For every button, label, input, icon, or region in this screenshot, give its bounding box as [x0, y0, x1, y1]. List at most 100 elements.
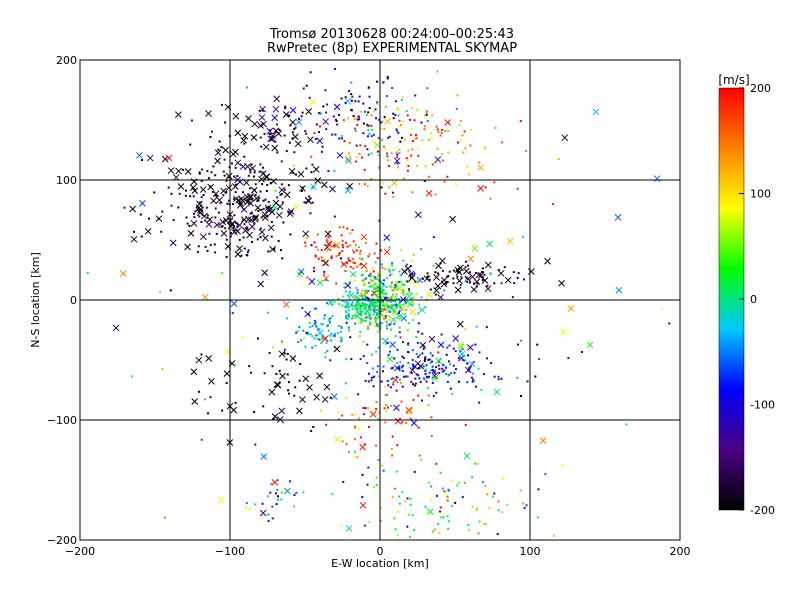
data-point-x	[345, 157, 352, 165]
data-point	[383, 385, 386, 388]
data-point	[284, 105, 287, 108]
data-point	[281, 201, 284, 204]
data-point	[380, 380, 383, 383]
data-point-x	[369, 410, 377, 418]
data-point	[385, 94, 388, 97]
data-point-x	[586, 341, 594, 349]
data-point	[376, 317, 379, 320]
data-point	[297, 341, 300, 344]
data-point	[277, 498, 280, 501]
data-point	[342, 295, 345, 298]
data-point	[411, 349, 414, 352]
data-point-x	[434, 156, 442, 163]
data-point	[253, 410, 256, 413]
data-point	[309, 325, 312, 328]
data-point	[448, 344, 451, 347]
data-point	[385, 320, 388, 323]
data-point	[389, 386, 392, 389]
data-point-x	[431, 372, 439, 379]
data-point	[378, 304, 381, 307]
data-point	[334, 332, 337, 335]
data-point	[526, 380, 529, 383]
data-point	[234, 166, 237, 169]
data-point	[215, 232, 218, 235]
data-point	[475, 325, 478, 328]
data-point	[464, 266, 467, 269]
data-point	[352, 240, 355, 243]
data-point	[364, 307, 367, 310]
data-point-x	[236, 245, 243, 252]
data-point	[461, 134, 464, 137]
data-point	[345, 358, 348, 361]
data-point	[413, 470, 416, 473]
data-point	[252, 175, 255, 178]
data-point	[660, 308, 663, 311]
data-point	[417, 374, 420, 377]
data-point	[320, 337, 323, 340]
data-point-x	[165, 154, 173, 162]
data-point-x	[527, 268, 535, 275]
data-point	[417, 330, 420, 333]
data-point-x	[426, 508, 434, 515]
data-point	[382, 469, 385, 472]
data-point	[362, 297, 365, 300]
data-point	[382, 181, 385, 184]
data-point	[366, 184, 369, 187]
data-point	[489, 197, 492, 200]
data-point	[375, 314, 378, 317]
data-point	[402, 293, 405, 296]
data-point	[269, 182, 272, 185]
data-point	[170, 204, 173, 207]
data-point	[467, 354, 470, 357]
data-point	[380, 507, 383, 510]
data-point-x	[289, 355, 297, 362]
data-point	[301, 307, 304, 310]
data-point	[219, 202, 222, 205]
data-point	[394, 335, 397, 338]
data-point	[382, 317, 385, 320]
data-point	[408, 536, 411, 539]
data-point	[483, 273, 486, 276]
data-point	[423, 360, 426, 363]
data-point	[323, 317, 326, 320]
data-point	[366, 343, 369, 346]
data-point-x	[305, 108, 313, 115]
data-point	[259, 236, 262, 239]
data-point	[467, 264, 470, 267]
data-point	[401, 491, 404, 494]
data-point	[375, 350, 378, 353]
data-point-x	[199, 186, 207, 193]
data-point	[386, 138, 389, 141]
data-point	[406, 292, 409, 295]
data-point	[484, 186, 487, 189]
data-point	[223, 174, 226, 177]
data-point	[385, 303, 388, 306]
data-point-x	[223, 370, 231, 377]
data-point	[519, 489, 522, 492]
data-point-x	[212, 190, 220, 198]
data-point	[221, 409, 224, 412]
data-point	[414, 382, 417, 385]
data-point	[482, 523, 485, 526]
data-point	[315, 307, 318, 310]
data-point	[345, 304, 348, 307]
data-point-x	[458, 350, 466, 358]
data-point-x	[417, 362, 424, 370]
data-point	[496, 533, 499, 536]
data-point	[314, 137, 317, 140]
data-point	[140, 235, 143, 238]
data-point	[493, 492, 496, 495]
data-point	[361, 279, 364, 282]
data-point	[304, 241, 307, 244]
data-point	[284, 107, 287, 110]
data-point	[280, 183, 283, 186]
data-point-x	[560, 328, 567, 336]
data-point	[349, 265, 352, 268]
data-point	[437, 351, 440, 354]
data-point	[378, 118, 381, 121]
data-point	[390, 447, 393, 450]
data-point	[341, 299, 344, 302]
data-point	[393, 304, 396, 307]
data-point	[396, 305, 399, 308]
data-point	[421, 139, 424, 142]
